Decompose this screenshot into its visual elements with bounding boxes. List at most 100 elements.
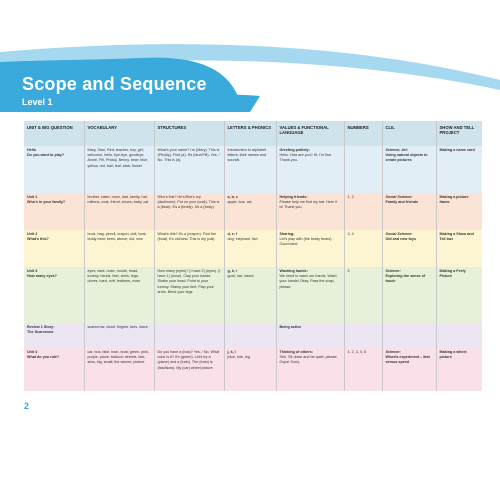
letters-cell: g, h, i goat, hat, insect	[223, 267, 276, 323]
letters-cell: j, k, l juice, kite, leg	[223, 348, 276, 391]
unit-name: Unit 2	[27, 232, 38, 236]
table-header-row: UNIT & BIG QUESTION VOCABULARY STRUCTURE…	[24, 121, 482, 146]
scope-table: UNIT & BIG QUESTION VOCABULARY STRUCTURE…	[24, 121, 482, 391]
unit-cell: Hello Do you want to play?	[24, 146, 84, 193]
structures-cell: What's your name? I'm (Mary). This is (P…	[153, 146, 224, 193]
column-header-vocabulary: VOCABULARY	[83, 121, 154, 146]
big-question: Who's in your family?	[27, 200, 66, 205]
clil-topic: Wheels experiment – fast versus speed	[385, 355, 430, 365]
big-question: How many eyes?	[27, 274, 57, 279]
values-cell: Helping friends: Please help me find my h…	[275, 193, 344, 230]
clil-subject: Science:	[385, 269, 401, 273]
table-row: Unit 1 Who's in your family? brother, sis…	[24, 193, 482, 230]
letters-group: d, e, f	[227, 232, 238, 236]
column-header-clil: CLIL	[381, 121, 436, 146]
vocabulary-cell: car, bus, bike, train, boat; green, pink…	[83, 348, 154, 391]
clil-topic: Family and friends	[385, 200, 419, 205]
header-banner	[0, 20, 500, 120]
values-text: Shh. Sit down and be quiet, please. Oops…	[279, 355, 338, 365]
structures-cell: Who's this? He's/She's my (dad/mom). Put…	[153, 193, 224, 230]
page-title: Scope and Sequence	[22, 74, 207, 94]
structures-cell: Do you have a (bus)? Yes, / No. What col…	[153, 348, 224, 391]
clil-cell: Science: Exploring the sense of touch	[381, 267, 436, 323]
project-cell: Making a Show and Tell box	[435, 230, 482, 267]
table-row: Unit 2 What's this? book, bag, pencil, cr…	[24, 230, 482, 267]
column-header-unit: UNIT & BIG QUESTION	[24, 121, 84, 146]
unit-cell: Unit 3 How many eyes?	[24, 267, 84, 323]
values-cell: Washing hands: We need to wash our hands.…	[275, 267, 344, 323]
letters-words: dog, elephant, fish	[227, 237, 258, 242]
table-row: Unit 4 What do you ride? car, bus, bike, …	[24, 348, 482, 391]
clil-topic: Exploring the sense of touch	[385, 274, 426, 284]
letters-group: g, h, i	[227, 269, 238, 273]
numbers-cell: 1, 2, 3, 4, 5	[343, 348, 382, 391]
values-cell: Being active	[275, 323, 344, 348]
clil-subject: Social Science:	[385, 232, 413, 236]
vocabulary-cell: Mary, Sam, Red; teacher, boy, girl; welc…	[83, 146, 154, 193]
letters-words: apple, bus, cat	[227, 200, 252, 205]
unit-cell: Unit 4 What do you ride?	[24, 348, 84, 391]
numbers-cell: 5	[343, 267, 382, 323]
clil-subject: Science:	[385, 350, 401, 354]
structures-cell	[153, 323, 224, 348]
values-text: Please help me find my hat. Here it is! …	[279, 200, 337, 210]
big-question: What do you ride?	[27, 355, 60, 360]
project-cell: Making a Feely Picture	[435, 267, 482, 323]
clil-cell: Social Science: Family and friends	[381, 193, 436, 230]
clil-cell	[381, 323, 436, 348]
vocabulary-cell: brother, sister, mom, dad, family, hat, …	[83, 193, 154, 230]
values-title: Washing hands:	[279, 269, 308, 273]
project-cell: Making a wheel picture	[435, 348, 482, 391]
vocabulary-cell: scarecrow, cloud, fingers, toes, wave	[83, 323, 154, 348]
clil-subject: Social Science:	[385, 195, 413, 199]
vocabulary-cell: book, bag, pencil, crayon, doll, boat, t…	[83, 230, 154, 267]
banner-light-wave	[0, 44, 500, 90]
big-question: Do you want to play?	[27, 153, 65, 158]
values-title: Greeting politely:	[279, 148, 310, 152]
unit-name: Hello	[27, 148, 37, 152]
clil-topic: Using natural objects to create pictures	[385, 153, 428, 163]
letters-words: goat, hat, insect	[227, 274, 254, 279]
letters-cell: d, e, f dog, elephant, fish	[223, 230, 276, 267]
project-cell	[435, 323, 482, 348]
values-cell: Sharing: Let's play with (the teddy bears…	[275, 230, 344, 267]
unit-name: Unit 3	[27, 269, 38, 273]
letters-cell: Introduction to alphabet letters: their …	[223, 146, 276, 193]
values-text: Let's play with (the teddy bears). Good …	[279, 237, 333, 247]
letters-cell	[223, 323, 276, 348]
column-header-letters: LETTERS & PHONICS	[223, 121, 276, 146]
values-title: Thinking of others:	[279, 350, 313, 354]
values-text: Hello. How are you? Hi. I'm fine. Thank …	[279, 153, 333, 163]
column-header-numbers: NUMBERS	[343, 121, 382, 146]
letters-words: juice, kite, leg	[227, 355, 250, 360]
letters-group: a, b, c	[227, 195, 238, 199]
numbers-cell	[343, 323, 382, 348]
values-text: We need to wash our hands. Wash your han…	[279, 274, 337, 289]
unit-cell: Review 1 Story: The Scarecrow	[24, 323, 84, 348]
clil-cell: Social Science: Old and new toys	[381, 230, 436, 267]
values-cell: Greeting politely: Hello. How are you? Hi…	[275, 146, 344, 193]
values-cell: Thinking of others: Shh. Sit down and be …	[275, 348, 344, 391]
unit-name: Review 1 Story:	[27, 325, 55, 329]
page-number: 2	[24, 401, 30, 411]
structures-cell: How many (eyes)? (I have 2) (eyes). (I h…	[153, 267, 224, 323]
unit-name: Unit 1	[27, 195, 38, 199]
table-row: Review 1 Story: The Scarecrow scarecrow, …	[24, 323, 482, 348]
letters-group: j, k, l	[227, 350, 236, 354]
unit-cell: Unit 2 What's this?	[24, 230, 84, 267]
banner-strip	[0, 94, 260, 112]
values-title: Sharing:	[279, 232, 295, 236]
project-cell: Making a name card	[435, 146, 482, 193]
clil-topic: Old and new toys	[385, 237, 417, 242]
vocabulary-cell: eyes, ears, nose, mouth, head, tummy, ha…	[83, 267, 154, 323]
big-question: What's this?	[27, 237, 49, 242]
numbers-cell: 1, 2	[343, 193, 382, 230]
values-title: Helping friends:	[279, 195, 308, 199]
numbers-cell: 3, 4	[343, 230, 382, 267]
column-header-structures: STRUCTURES	[153, 121, 224, 146]
unit-name: Unit 4	[27, 350, 38, 354]
level-label: Level 1	[22, 97, 53, 107]
project-cell: Making a picture frame	[435, 193, 482, 230]
column-header-project: SHOW AND TELL PROJECT	[435, 121, 482, 146]
clil-subject: Science, Art:	[385, 148, 408, 152]
